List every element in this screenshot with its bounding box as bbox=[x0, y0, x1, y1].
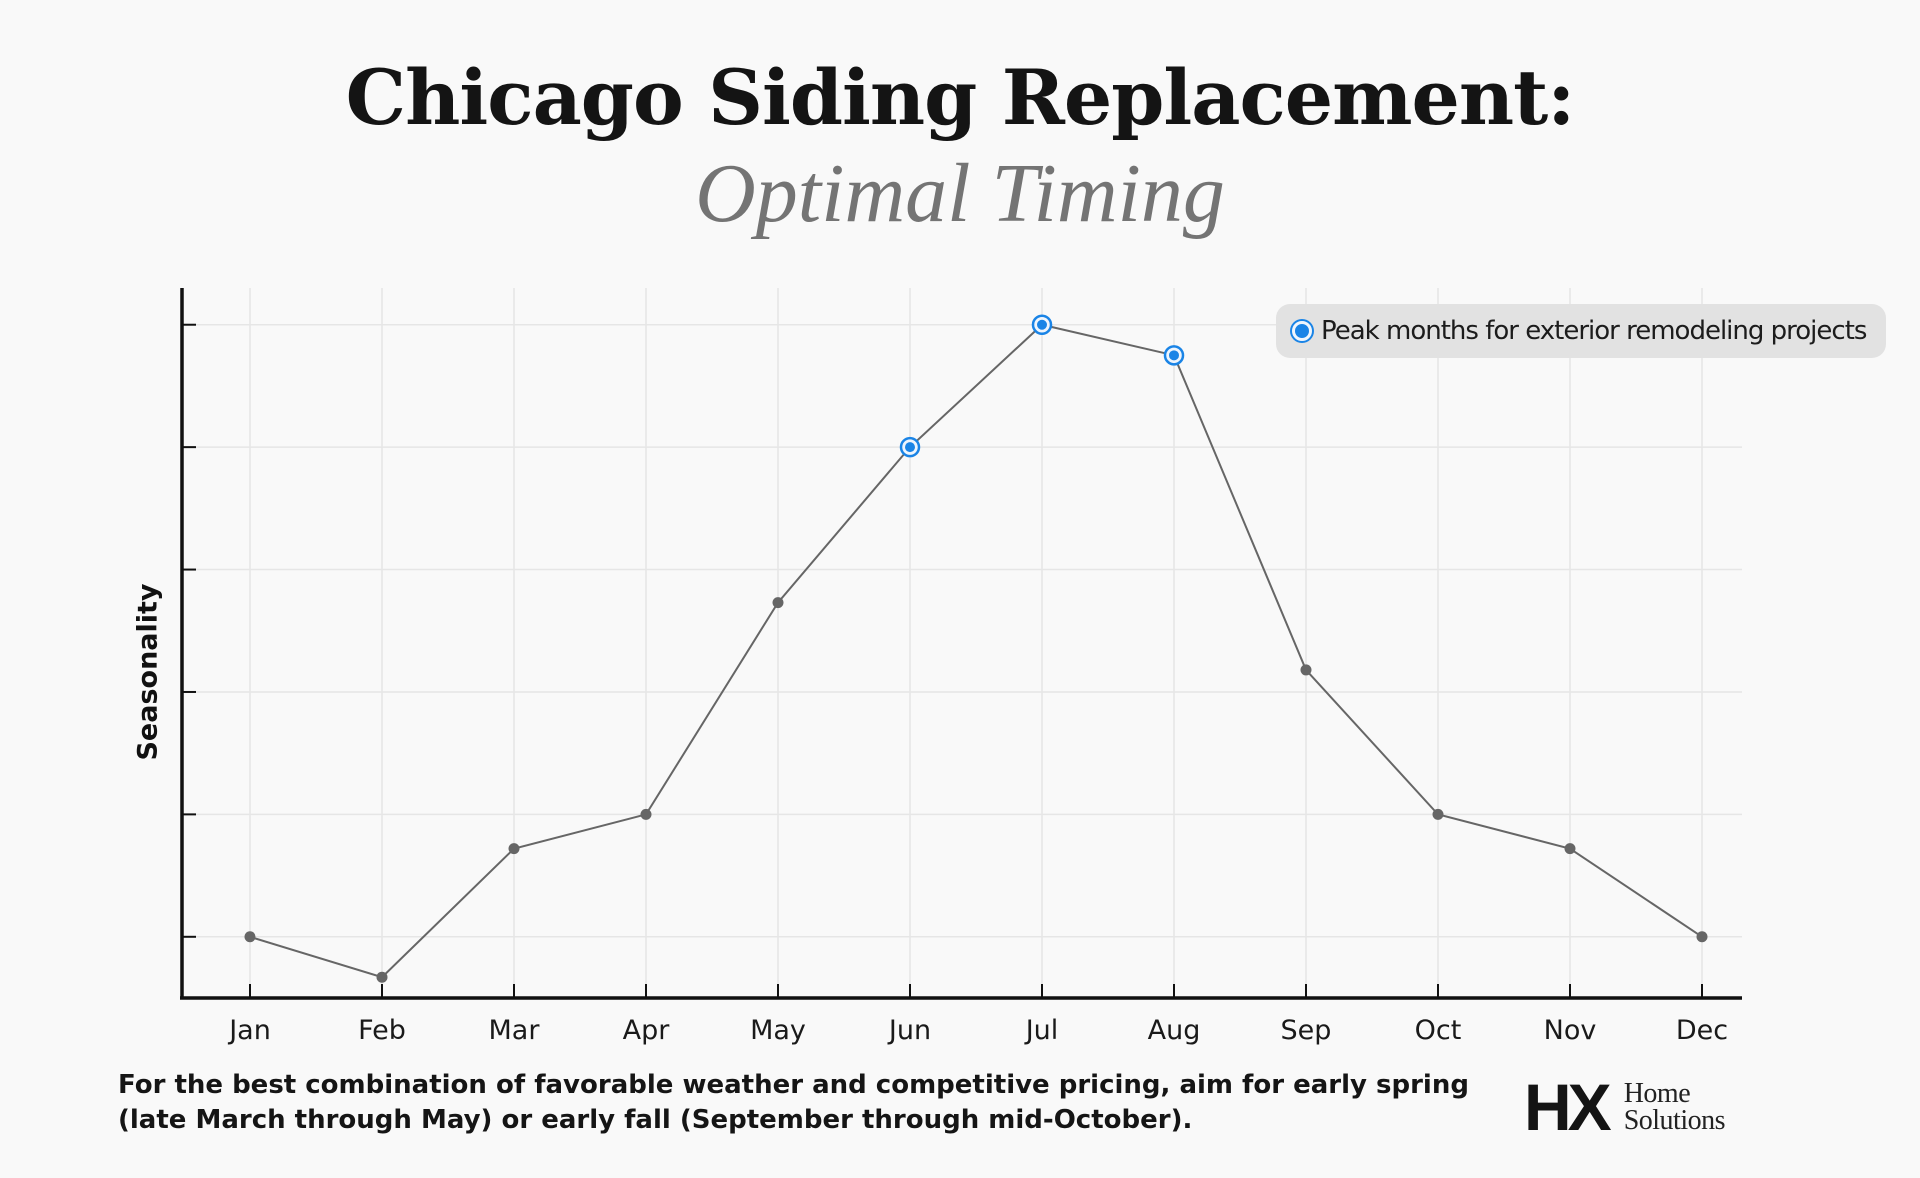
x-tick-label: Nov bbox=[1544, 1015, 1597, 1046]
logo-mark: HX bbox=[1524, 1070, 1612, 1144]
x-tick-label: May bbox=[750, 1015, 806, 1046]
data-point-peak-core bbox=[1169, 350, 1179, 361]
data-point-peak-core bbox=[1037, 319, 1047, 330]
data-point bbox=[1432, 808, 1444, 820]
data-point bbox=[1696, 931, 1708, 943]
chart-legend: Peak months for exterior remodeling proj… bbox=[1276, 304, 1886, 358]
logo-text-line-1: Home bbox=[1623, 1078, 1691, 1109]
x-tick-labels: Jan Feb Mar Apr May Jun Jul Aug Sep Oct Nov Dec bbox=[227, 1015, 1728, 1046]
x-tick-label: Jul bbox=[1024, 1015, 1059, 1046]
title-main: Chicago Siding Replacement: bbox=[345, 53, 1576, 142]
line-chart: Jan Feb Mar Apr May Jun Jul Aug Sep Oct Nov Dec bbox=[180, 288, 1742, 1046]
chart-title: Chicago Siding Replacement: Optimal Timi… bbox=[0, 48, 1920, 240]
data-point bbox=[244, 931, 256, 943]
x-tick-label: Oct bbox=[1415, 1015, 1462, 1046]
axes bbox=[180, 288, 1742, 1000]
x-tick-label: Jan bbox=[227, 1015, 271, 1046]
footnote: For the best combination of favorable we… bbox=[118, 1068, 1498, 1138]
x-tick-label: Apr bbox=[623, 1015, 671, 1046]
data-point bbox=[1300, 664, 1312, 676]
data-point bbox=[772, 597, 784, 609]
data-point bbox=[1564, 843, 1576, 855]
y-axis-label: Seasonality bbox=[132, 583, 164, 761]
x-tick-label: Dec bbox=[1676, 1015, 1728, 1046]
legend-marker-icon bbox=[1292, 321, 1312, 341]
logo-wordmark: Home Solutions bbox=[1623, 1078, 1726, 1136]
data-point bbox=[640, 808, 652, 820]
x-tick-label: Mar bbox=[489, 1015, 541, 1046]
data-point bbox=[376, 971, 388, 983]
series-line bbox=[249, 323, 1703, 979]
logo-text-line-2: Solutions bbox=[1623, 1105, 1726, 1136]
title-subtitle: Optimal Timing bbox=[695, 147, 1225, 240]
grid-lines bbox=[182, 288, 1742, 998]
x-tick-label: Aug bbox=[1148, 1015, 1201, 1046]
footnote-line-2: (late March through May) or early fall (… bbox=[118, 1105, 1193, 1135]
footnote-line-1: For the best combination of favorable we… bbox=[118, 1070, 1469, 1100]
x-tick-label: Feb bbox=[358, 1015, 406, 1046]
x-tick-label: Jun bbox=[887, 1015, 931, 1046]
data-point bbox=[508, 843, 520, 855]
legend-label: Peak months for exterior remodeling proj… bbox=[1321, 316, 1867, 346]
x-tick-label: Sep bbox=[1281, 1015, 1332, 1046]
series-line bbox=[249, 323, 1703, 979]
data-points bbox=[244, 314, 1708, 983]
data-point-peak-core bbox=[905, 442, 915, 453]
brand-logo: HX Home Solutions bbox=[1524, 1070, 1726, 1144]
